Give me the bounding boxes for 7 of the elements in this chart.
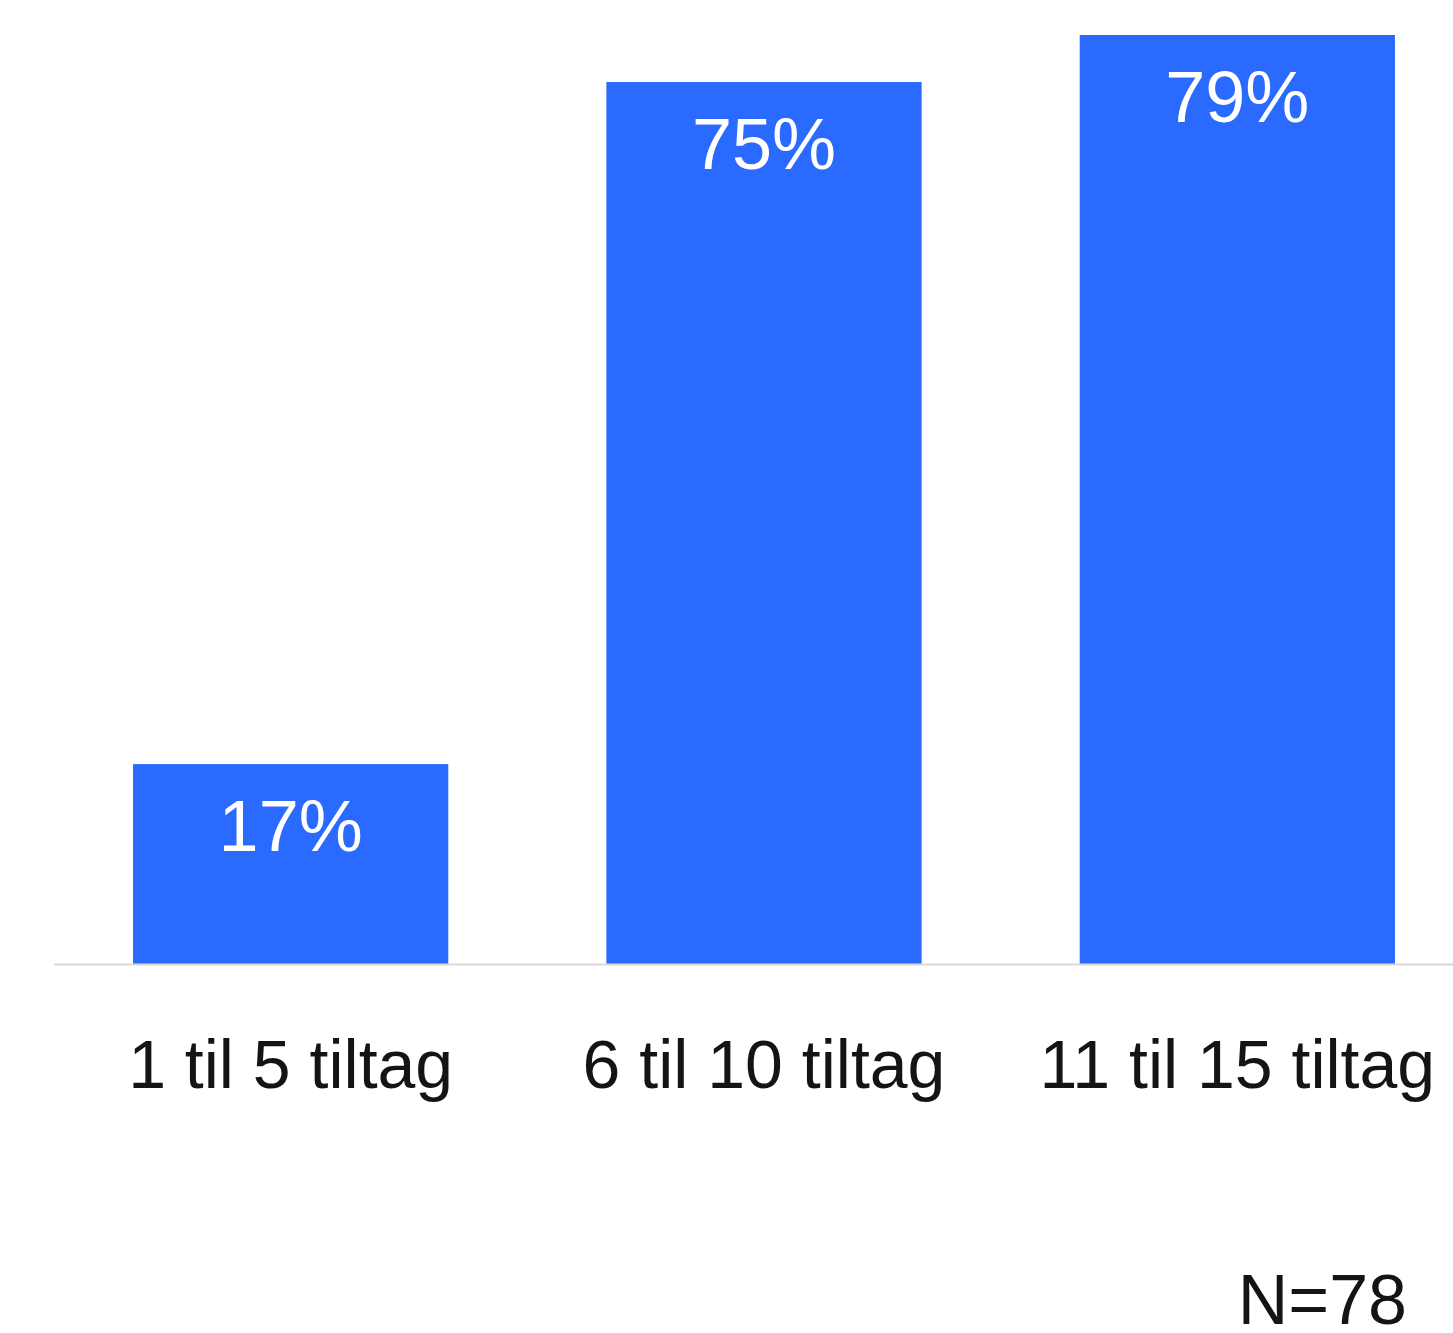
x-tick-label: 6 til 10 tiltag	[582, 1026, 946, 1102]
data-label: 79%	[1165, 57, 1310, 137]
data-label: 17%	[218, 786, 363, 867]
text: N=78	[1237, 1261, 1407, 1333]
x-tick-label: 1 til 5 tiltag	[128, 1026, 454, 1102]
x-tick-label: 11 til 15 tiltag	[1039, 1026, 1436, 1102]
data-label: 75%	[691, 104, 837, 185]
